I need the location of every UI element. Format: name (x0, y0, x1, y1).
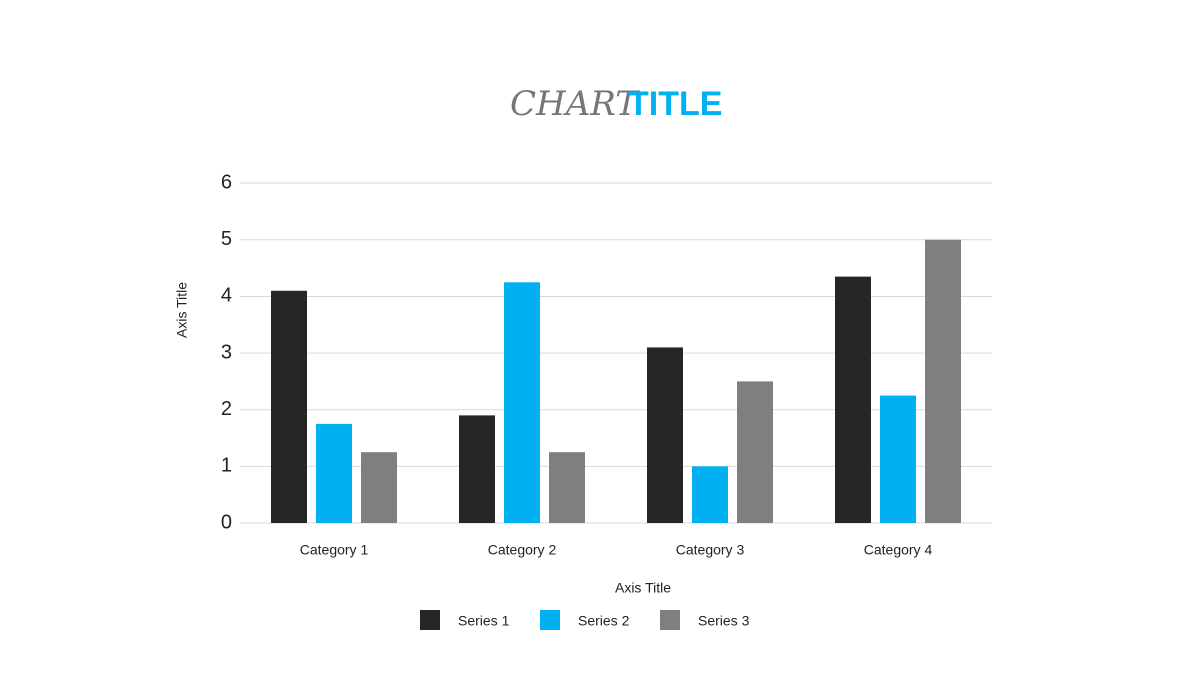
bar (647, 347, 683, 523)
chart-title-part: CHART (510, 84, 640, 124)
x-tick-label: Category 4 (864, 542, 933, 558)
bar (925, 239, 961, 524)
bar (549, 452, 585, 523)
y-tick-label: 1 (221, 455, 232, 477)
legend-label: Series 1 (458, 613, 510, 629)
y-tick-label: 5 (221, 228, 232, 250)
y-tick-label: 6 (221, 171, 232, 193)
x-tick-label: Category 2 (488, 542, 557, 558)
y-tick-label: 2 (221, 398, 232, 420)
legend-label: Series 2 (578, 613, 630, 629)
y-axis-title: Axis Title (174, 282, 190, 338)
x-axis-title: Axis Title (615, 580, 671, 596)
y-tick-label: 3 (221, 341, 232, 363)
bar (316, 423, 352, 523)
legend-swatch (540, 610, 560, 630)
legend-swatch (420, 610, 440, 630)
bar (835, 276, 871, 523)
x-tick-label: Category 1 (300, 542, 369, 558)
bar (271, 290, 307, 523)
bar (737, 381, 773, 523)
bar (504, 282, 540, 523)
chart-title-part: TITLE (628, 85, 722, 123)
bar (459, 415, 495, 523)
bar (361, 452, 397, 523)
y-tick-label: 4 (221, 285, 232, 307)
bar (692, 466, 728, 523)
bar (880, 395, 916, 523)
legend-label: Series 3 (698, 613, 750, 629)
x-tick-label: Category 3 (676, 542, 745, 558)
y-tick-label: 0 (221, 511, 232, 533)
legend-swatch (660, 610, 680, 630)
